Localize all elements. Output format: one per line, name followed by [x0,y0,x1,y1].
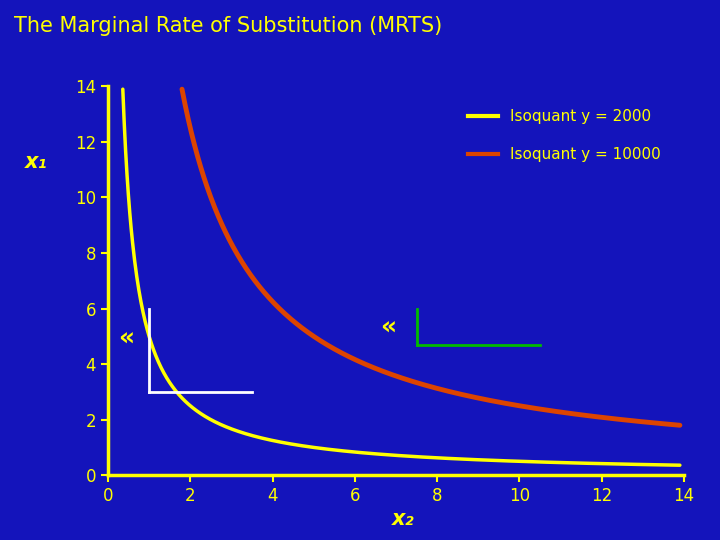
Text: x₂: x₂ [392,509,415,529]
Text: x₁: x₁ [24,152,48,172]
Text: «: « [379,316,396,340]
Text: «: « [119,327,135,351]
Text: The Marginal Rate of Substitution (MRTS): The Marginal Rate of Substitution (MRTS) [14,16,443,36]
Legend: Isoquant y = 2000, Isoquant y = 10000: Isoquant y = 2000, Isoquant y = 10000 [452,94,676,178]
